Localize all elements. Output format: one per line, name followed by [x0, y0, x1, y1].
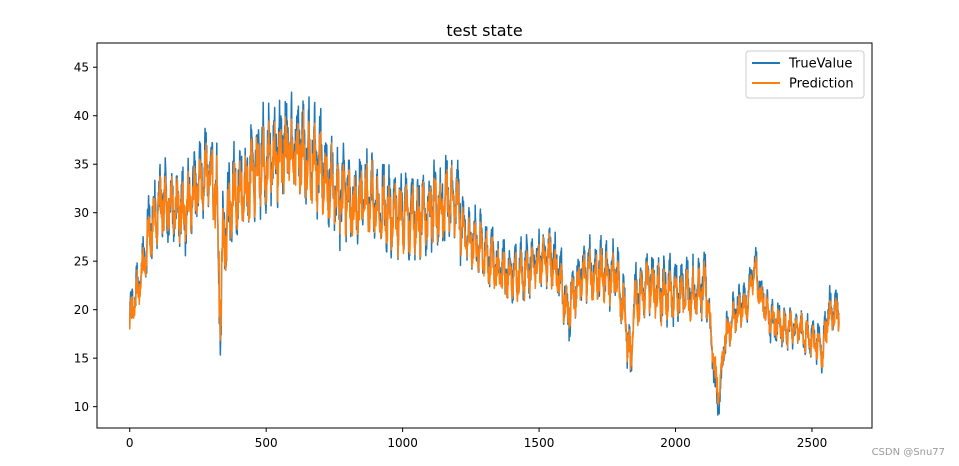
- x-tick-label: 2000: [660, 436, 691, 450]
- x-tick-label: 0: [126, 436, 134, 450]
- x-tick-label: 500: [255, 436, 278, 450]
- legend: TrueValue Prediction: [745, 50, 865, 99]
- y-tick-label: 20: [74, 303, 89, 317]
- y-tick-label: 30: [74, 206, 89, 220]
- y-tick-label: 25: [74, 255, 89, 269]
- y-tick-label: 35: [74, 158, 89, 172]
- legend-label-prediction: Prediction: [789, 77, 854, 92]
- y-tick-label: 10: [74, 400, 89, 414]
- y-tick-label: 40: [74, 109, 89, 123]
- series-line-prediction: [129, 109, 840, 405]
- legend-label-truevalue: TrueValue: [788, 57, 852, 72]
- plot-area-background: [97, 43, 872, 428]
- plot-frame: [96, 42, 873, 429]
- y-axis: 10 15 20 25 30 35 40 45: [74, 61, 97, 414]
- chart-title: test state: [446, 21, 522, 40]
- x-tick-label: 1500: [524, 436, 555, 450]
- y-tick-label: 45: [74, 61, 89, 75]
- y-tick-label: 15: [74, 352, 89, 366]
- x-tick-label: 1000: [387, 436, 418, 450]
- x-axis: 0 500 1000 1500 2000 2500: [126, 428, 827, 450]
- watermark: CSDN @Snu77: [871, 447, 945, 458]
- x-tick-label: 2500: [797, 436, 828, 450]
- series-layer: [129, 91, 840, 416]
